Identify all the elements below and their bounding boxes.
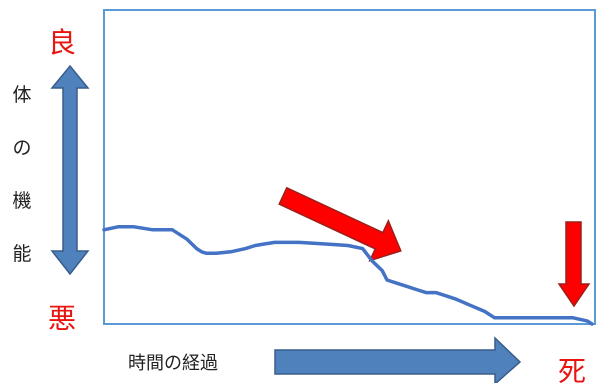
y-axis-char-1: 体: [12, 84, 31, 106]
y-axis-char-3: 機: [12, 190, 31, 212]
vertical-double-arrow-icon: [50, 64, 90, 276]
y-axis-char-4: 能: [12, 243, 31, 265]
death-label: 死: [558, 355, 586, 383]
x-axis-label: 時間の経過: [128, 353, 218, 374]
y-axis-char-2: の: [12, 137, 31, 159]
decline-red-arrow-icon: [278, 186, 402, 262]
plot-frame: [103, 9, 596, 325]
bad-label: 悪: [48, 302, 76, 335]
good-label: 良: [48, 26, 76, 59]
death-red-arrow-icon: [557, 221, 591, 308]
function-curve: [102, 224, 594, 326]
time-arrow-icon: [274, 336, 522, 383]
